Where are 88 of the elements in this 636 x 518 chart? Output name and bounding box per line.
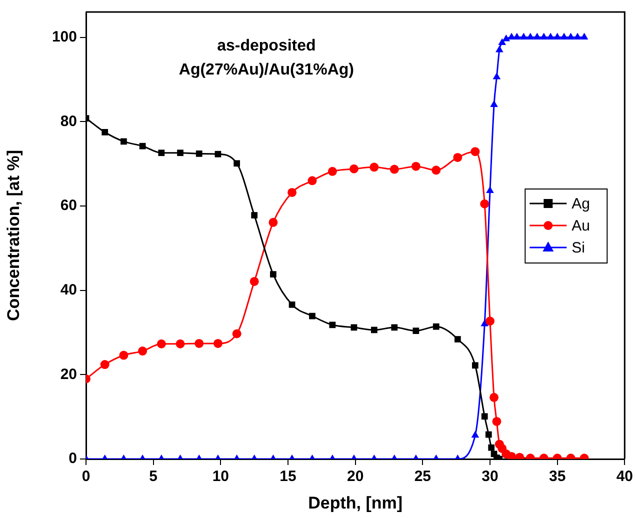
point — [498, 38, 506, 46]
point — [350, 324, 358, 331]
point — [176, 339, 185, 348]
legend-label: Au — [572, 218, 590, 235]
point — [492, 72, 501, 80]
point — [390, 164, 399, 174]
point — [251, 212, 258, 218]
point — [308, 176, 317, 186]
point — [580, 32, 588, 40]
point — [328, 166, 337, 176]
point — [391, 324, 398, 331]
point — [214, 150, 222, 158]
point — [196, 150, 202, 157]
point — [502, 34, 510, 42]
legend-label: Ag — [572, 196, 590, 213]
point — [546, 32, 554, 40]
point — [100, 360, 110, 370]
point — [268, 218, 278, 227]
point — [566, 32, 575, 40]
y-tick-label: 60 — [60, 197, 77, 214]
point — [485, 316, 494, 326]
point — [486, 186, 494, 194]
point — [177, 150, 184, 156]
point — [490, 392, 499, 402]
point — [288, 301, 296, 308]
legend-label: Si — [572, 240, 585, 257]
point — [472, 362, 478, 369]
point — [329, 322, 336, 328]
point — [481, 413, 488, 420]
point — [138, 346, 148, 356]
y-tick-label: 100 — [52, 28, 77, 46]
point — [371, 326, 378, 334]
point — [488, 444, 495, 451]
point — [288, 188, 297, 197]
x-tick-label: 25 — [414, 468, 432, 486]
point — [158, 150, 165, 156]
x-tick-label: 15 — [280, 468, 296, 486]
point — [349, 164, 358, 174]
point — [507, 452, 516, 459]
point — [471, 430, 480, 438]
point — [156, 339, 166, 348]
point — [411, 162, 420, 171]
point — [540, 32, 548, 40]
point — [102, 129, 108, 136]
point — [492, 416, 502, 426]
point — [453, 152, 462, 162]
point — [553, 32, 562, 40]
x-tick-label: 0 — [82, 468, 90, 486]
annotation: Ag(27%Au)/Au(31%Ag) — [178, 61, 354, 78]
point — [454, 336, 461, 342]
point — [270, 271, 276, 278]
x-tick-label: 20 — [346, 468, 364, 486]
point — [480, 320, 489, 326]
point — [194, 338, 204, 348]
point — [232, 329, 242, 338]
point — [370, 162, 379, 172]
point — [496, 45, 504, 52]
point — [533, 32, 542, 40]
x-tick-label: 30 — [482, 468, 498, 486]
x-tick-label: 5 — [149, 468, 158, 486]
point — [574, 32, 582, 40]
point — [139, 142, 146, 150]
point — [560, 32, 568, 40]
point — [412, 328, 420, 334]
y-tick-label: 40 — [60, 281, 77, 298]
x-tick-label: 40 — [616, 468, 633, 486]
y-tick-label: 20 — [60, 366, 77, 383]
point — [432, 166, 441, 175]
x-tick-label: 10 — [212, 468, 230, 486]
point — [480, 199, 490, 208]
point — [490, 100, 498, 108]
annotation: as-deposited — [217, 37, 316, 54]
point — [213, 338, 222, 348]
point — [309, 312, 316, 320]
point — [485, 431, 492, 438]
point — [119, 350, 128, 360]
y-tick-label: 80 — [60, 112, 77, 130]
y-axis-title: Concentration, [at %] — [4, 150, 23, 321]
point — [120, 138, 127, 145]
point — [432, 323, 440, 330]
x-tick-label: 35 — [548, 468, 566, 486]
point — [234, 160, 240, 167]
point — [470, 147, 480, 156]
point — [250, 276, 259, 286]
point — [520, 32, 528, 40]
x-axis-title: Depth, [nm] — [308, 493, 403, 512]
point — [526, 32, 534, 40]
y-tick-label: 0 — [68, 450, 77, 468]
